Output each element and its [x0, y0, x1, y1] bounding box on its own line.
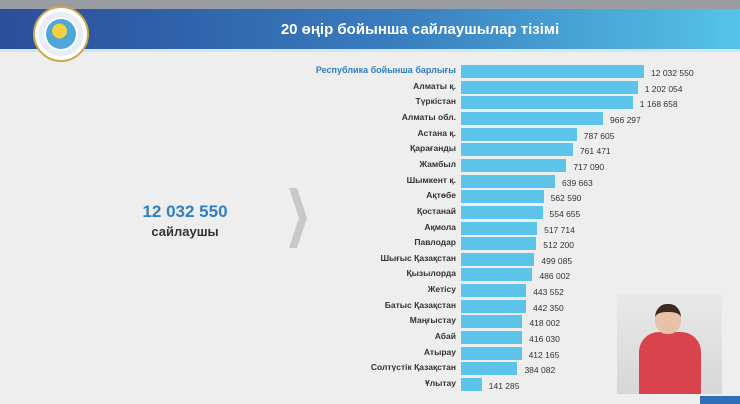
chart-row: Жамбыл 717 090 [0, 158, 740, 173]
bar [461, 158, 567, 172]
value-label: 966 297 [610, 114, 641, 125]
bar [461, 190, 544, 204]
category-label: Солтүстік Қазақстан [370, 362, 456, 373]
value-label: 418 002 [529, 318, 561, 329]
value-label: 384 082 [524, 365, 556, 376]
chart-row: Солтүстік Қазақстан 384 082 [0, 361, 740, 376]
total-voters-label: сайлаушы [151, 224, 219, 239]
value-label: 486 002 [539, 271, 571, 282]
chart-row: Қарағанды 761 471 [0, 142, 740, 157]
category-label: Ақтөбе [426, 190, 456, 201]
bar [461, 346, 522, 360]
emblem-icon [46, 19, 76, 49]
bar [461, 143, 573, 157]
value-label: 12 032 550 [651, 68, 694, 78]
category-label: Батыс Қазақстан [384, 299, 456, 310]
category-label: Астана қ. [417, 127, 456, 138]
category-label: Ұлытау [424, 378, 456, 388]
value-label: 717 090 [573, 161, 605, 172]
category-label: Түркістан [415, 96, 456, 107]
chart-row: Алматы обл. 966 297 [0, 111, 740, 126]
value-label: 1 168 658 [639, 99, 678, 110]
bar [461, 252, 535, 266]
bar [461, 127, 577, 141]
summary-total: 12 032 550 сайлаушы [120, 202, 250, 239]
category-label: Қарағанды [410, 143, 456, 154]
chart-row: Жетісу 443 552 [0, 283, 740, 298]
value-label: 412 165 [528, 349, 560, 360]
bar [461, 205, 543, 219]
sign-language-interpreter-video [617, 294, 722, 394]
value-label: 499 085 [541, 255, 573, 266]
chart-row: Атырау 412 165 [0, 346, 740, 361]
chart-row: Ұлытау 141 285 [0, 377, 740, 392]
value-label: 639 663 [562, 177, 593, 188]
bar [461, 96, 633, 110]
value-label: 761 471 [579, 146, 611, 157]
header-banner: 20 өңір бойынша сайлаушылар тізімі [0, 9, 740, 52]
bar [461, 237, 537, 251]
chart-row: Шығыс Қазақстан 499 085 [0, 252, 740, 267]
value-label: 1 202 054 [644, 83, 683, 94]
category-label: Республика бойынша барлығы [315, 65, 456, 75]
category-label: Жетісу [427, 284, 456, 295]
bar [461, 80, 638, 94]
chart-row: Ақтөбе 562 590 [0, 189, 740, 204]
interpreter-head [655, 304, 681, 334]
category-label: Абай [434, 331, 456, 342]
chart-row: Түркістан 1 168 658 [0, 95, 740, 110]
value-label: 141 285 [488, 381, 520, 391]
category-label: Алматы обл. [401, 111, 456, 122]
chevron-right-icon [289, 188, 307, 248]
value-label: 554 655 [549, 208, 581, 219]
value-label: 562 590 [550, 193, 582, 204]
bar [461, 378, 482, 391]
bar [461, 111, 604, 125]
category-label: Жамбыл [419, 158, 456, 169]
category-label: Алматы қ. [413, 80, 456, 91]
chart-row: Ақмола 517 714 [0, 221, 740, 236]
page-title: 20 өңір бойынша сайлаушылар тізімі [280, 21, 560, 38]
value-label: 512 200 [543, 240, 575, 251]
chart-row: Қостанай 554 655 [0, 205, 740, 220]
chart-row: Батыс Қазақстан 442 350 [0, 299, 740, 314]
total-voters: 12 032 550 [142, 202, 228, 221]
value-label: 416 030 [529, 334, 560, 345]
bar [461, 299, 527, 313]
chart-row: Республика бойынша барлығы 12 032 550 [0, 64, 740, 79]
value-label: 442 350 [533, 302, 564, 313]
chart-row: Астана қ. 787 605 [0, 127, 740, 142]
interpreter-body [639, 332, 701, 394]
category-label: Қостанай [417, 205, 456, 216]
chart-row: Абай 416 030 [0, 330, 740, 345]
bar [461, 174, 556, 188]
chart-row: Павлодар 512 200 [0, 236, 740, 251]
category-label: Ақмола [424, 221, 456, 232]
bar [461, 315, 523, 329]
category-label: Қызылорда [406, 268, 456, 279]
bar [461, 331, 523, 345]
category-label: Атырау [423, 346, 456, 357]
value-label: 443 552 [533, 287, 564, 298]
bar [461, 284, 527, 298]
bar [461, 65, 644, 78]
category-label: Шымкент қ. [406, 174, 456, 185]
category-label: Шығыс Қазақстан [380, 252, 456, 263]
chart-row: Қызылорда 486 002 [0, 267, 740, 282]
chart-row: Алматы қ. 1 202 054 [0, 80, 740, 95]
chart-row: Маңғыстау 418 002 [0, 314, 740, 329]
value-label: 517 714 [544, 224, 575, 235]
bottom-accent [700, 396, 740, 404]
bar [461, 362, 518, 376]
election-commission-logo [33, 6, 89, 62]
bar [461, 268, 533, 282]
top-strip [0, 0, 740, 9]
category-label: Маңғыстау [409, 315, 456, 326]
category-label: Павлодар [414, 237, 456, 248]
value-label: 787 605 [583, 130, 615, 141]
chart-row: Шымкент қ. 639 663 [0, 174, 740, 189]
bar [461, 221, 538, 235]
